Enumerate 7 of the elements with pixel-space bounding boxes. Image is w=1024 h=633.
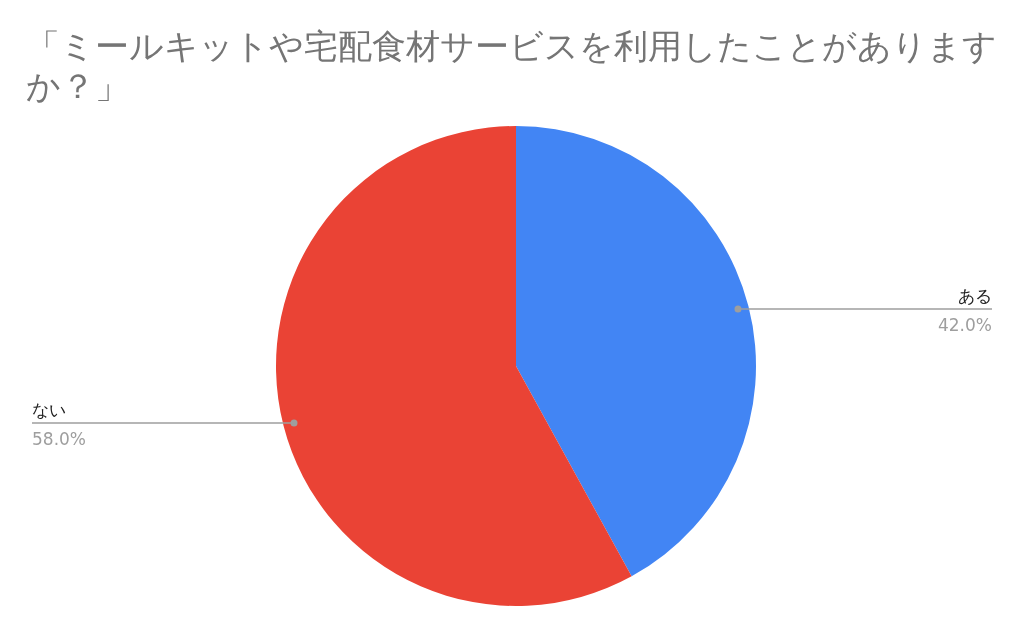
- chart-title: 「ミールキットや宅配食材サービスを利用したことがありますか？」: [26, 26, 998, 106]
- slice-label: ある: [958, 286, 992, 306]
- pie-slice: [276, 126, 632, 606]
- pie-slice: [516, 126, 756, 577]
- data-label: 58.0%: [32, 429, 87, 449]
- slice-label: ない: [32, 400, 66, 420]
- data-label: 42.0%: [937, 315, 992, 335]
